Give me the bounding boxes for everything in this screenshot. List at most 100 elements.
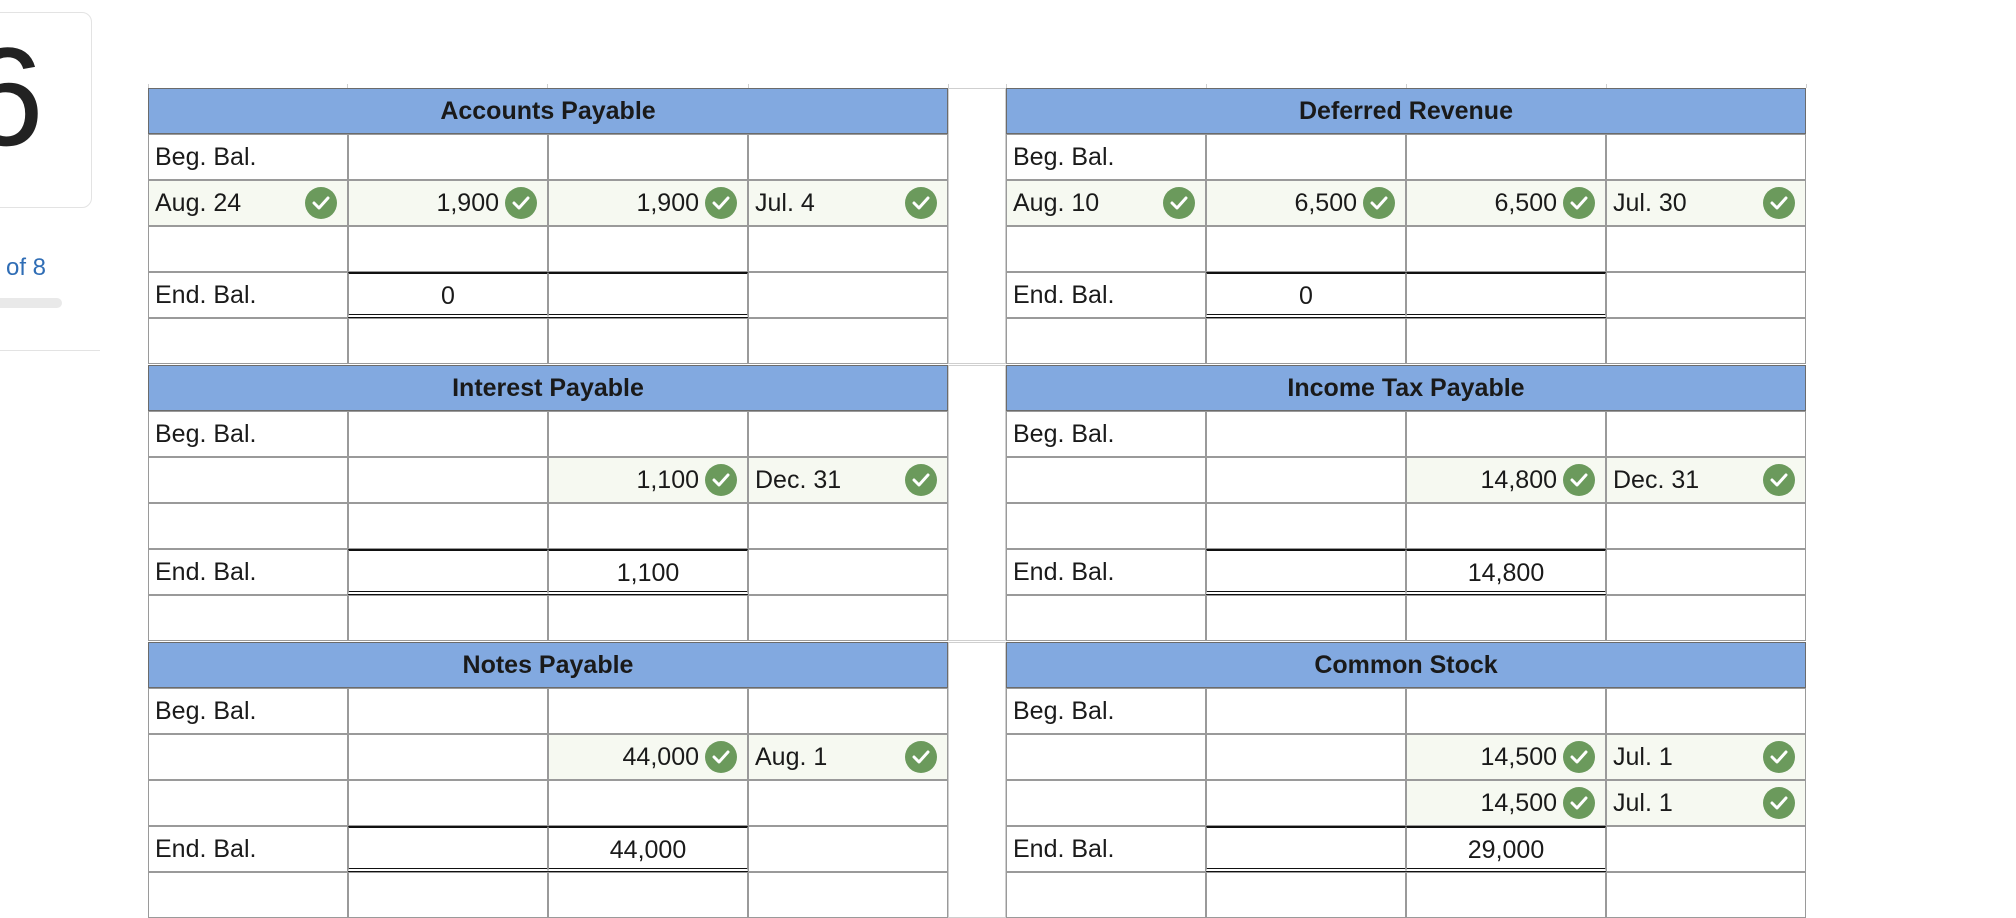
spacer-cell	[548, 872, 748, 918]
end-balance-label: End. Bal.	[148, 826, 348, 872]
check-icon	[1763, 787, 1795, 819]
credit-amount-cell[interactable]	[548, 226, 748, 272]
debit-date-cell[interactable]	[148, 503, 348, 549]
credit-date-cell[interactable]: Jul. 1	[1606, 734, 1806, 780]
credit-amount-cell[interactable]	[1406, 226, 1606, 272]
credit-amount-cell[interactable]: 44,000	[548, 734, 748, 780]
end-balance-debit[interactable]	[348, 826, 548, 872]
credit-amount-cell[interactable]: 1,900	[548, 180, 748, 226]
end-balance-credit[interactable]: 29,000	[1406, 826, 1606, 872]
credit-amount-cell[interactable]	[548, 411, 748, 457]
end-balance-credit[interactable]	[1406, 272, 1606, 318]
debit-date-cell[interactable]	[148, 780, 348, 826]
question-nav-card[interactable]	[0, 12, 92, 208]
debit-date-cell[interactable]	[1006, 734, 1206, 780]
credit-date-cell[interactable]	[748, 226, 948, 272]
credit-amount-cell[interactable]	[1406, 688, 1606, 734]
credit-date-cell[interactable]	[1606, 134, 1806, 180]
credit-date-cell[interactable]	[748, 411, 948, 457]
debit-amount-cell[interactable]	[1206, 457, 1406, 503]
debit-date-cell[interactable]	[148, 226, 348, 272]
end-balance-label: End. Bal.	[1006, 549, 1206, 595]
debit-amount-cell[interactable]	[348, 503, 548, 549]
end-balance-debit[interactable]: 0	[348, 272, 548, 318]
credit-amount-cell[interactable]	[548, 134, 748, 180]
end-balance-debit[interactable]	[348, 549, 548, 595]
credit-amount-cell[interactable]	[548, 780, 748, 826]
end-balance-credit[interactable]: 1,100	[548, 549, 748, 595]
debit-date-cell[interactable]	[1006, 457, 1206, 503]
debit-amount-cell[interactable]	[1206, 411, 1406, 457]
credit-date-cell[interactable]: Dec. 31	[1606, 457, 1806, 503]
credit-amount-cell[interactable]: 14,800	[1406, 457, 1606, 503]
debit-amount-cell[interactable]	[348, 226, 548, 272]
debit-date-cell[interactable]: Beg. Bal.	[1006, 411, 1206, 457]
credit-date-cell[interactable]	[1606, 411, 1806, 457]
credit-amount-cell[interactable]: 14,500	[1406, 780, 1606, 826]
end-balance-credit[interactable]: 44,000	[548, 826, 748, 872]
end-balance-credit[interactable]: 14,800	[1406, 549, 1606, 595]
end-balance-debit[interactable]	[1206, 826, 1406, 872]
credit-amount-cell[interactable]	[548, 503, 748, 549]
credit-amount-cell[interactable]: 1,100	[548, 457, 748, 503]
debit-amount-cell[interactable]	[348, 411, 548, 457]
debit-date-cell[interactable]	[1006, 780, 1206, 826]
divider	[0, 350, 100, 351]
debit-amount-cell[interactable]	[348, 734, 548, 780]
credit-amount-cell[interactable]	[1406, 503, 1606, 549]
debit-amount-cell[interactable]	[1206, 503, 1406, 549]
debit-amount-cell[interactable]	[348, 134, 548, 180]
debit-date-cell[interactable]: Beg. Bal.	[148, 688, 348, 734]
column-separator	[948, 642, 1006, 918]
debit-date-cell[interactable]	[148, 734, 348, 780]
debit-date-cell[interactable]: Aug. 10	[1006, 180, 1206, 226]
debit-date-cell[interactable]: Beg. Bal.	[1006, 688, 1206, 734]
end-balance-debit[interactable]	[1206, 549, 1406, 595]
credit-date-cell[interactable]: Jul. 1	[1606, 780, 1806, 826]
debit-amount-cell[interactable]	[1206, 134, 1406, 180]
credit-date-cell[interactable]	[748, 134, 948, 180]
debit-date-cell[interactable]: Beg. Bal.	[1006, 134, 1206, 180]
end-balance-blank	[748, 826, 948, 872]
debit-date-cell[interactable]: Beg. Bal.	[148, 411, 348, 457]
check-icon	[1763, 741, 1795, 773]
credit-amount-cell[interactable]: 14,500	[1406, 734, 1606, 780]
credit-amount-cell[interactable]: 6,500	[1406, 180, 1606, 226]
spacer-cell	[148, 595, 348, 641]
credit-amount-cell[interactable]	[548, 688, 748, 734]
debit-amount-cell[interactable]: 1,900	[348, 180, 548, 226]
debit-date-cell[interactable]: Beg. Bal.	[148, 134, 348, 180]
credit-date-cell[interactable]: Jul. 4	[748, 180, 948, 226]
end-balance-credit[interactable]	[548, 272, 748, 318]
spacer-cell	[348, 318, 548, 364]
grid-guide	[948, 84, 949, 88]
debit-date-cell[interactable]	[1006, 226, 1206, 272]
debit-amount-cell[interactable]	[1206, 734, 1406, 780]
debit-date-cell[interactable]: Aug. 24	[148, 180, 348, 226]
credit-date-cell[interactable]	[748, 503, 948, 549]
credit-date-cell[interactable]	[1606, 688, 1806, 734]
check-icon	[705, 464, 737, 496]
credit-date-cell[interactable]	[1606, 226, 1806, 272]
end-balance-blank	[1606, 549, 1806, 595]
check-icon	[1763, 464, 1795, 496]
credit-date-cell[interactable]	[748, 688, 948, 734]
credit-date-cell[interactable]	[748, 780, 948, 826]
credit-date-cell[interactable]: Dec. 31	[748, 457, 948, 503]
debit-amount-cell[interactable]	[1206, 688, 1406, 734]
credit-amount-cell[interactable]	[1406, 134, 1606, 180]
debit-amount-cell[interactable]	[348, 688, 548, 734]
credit-amount-cell[interactable]	[1406, 411, 1606, 457]
debit-amount-cell[interactable]	[1206, 226, 1406, 272]
credit-date-cell[interactable]: Aug. 1	[748, 734, 948, 780]
end-balance-debit[interactable]: 0	[1206, 272, 1406, 318]
credit-date-cell[interactable]	[1606, 503, 1806, 549]
debit-amount-cell[interactable]	[348, 457, 548, 503]
credit-date-cell[interactable]: Jul. 30	[1606, 180, 1806, 226]
spacer-cell	[148, 318, 348, 364]
debit-amount-cell[interactable]	[348, 780, 548, 826]
debit-date-cell[interactable]	[1006, 503, 1206, 549]
debit-date-cell[interactable]	[148, 457, 348, 503]
debit-amount-cell[interactable]: 6,500	[1206, 180, 1406, 226]
debit-amount-cell[interactable]	[1206, 780, 1406, 826]
